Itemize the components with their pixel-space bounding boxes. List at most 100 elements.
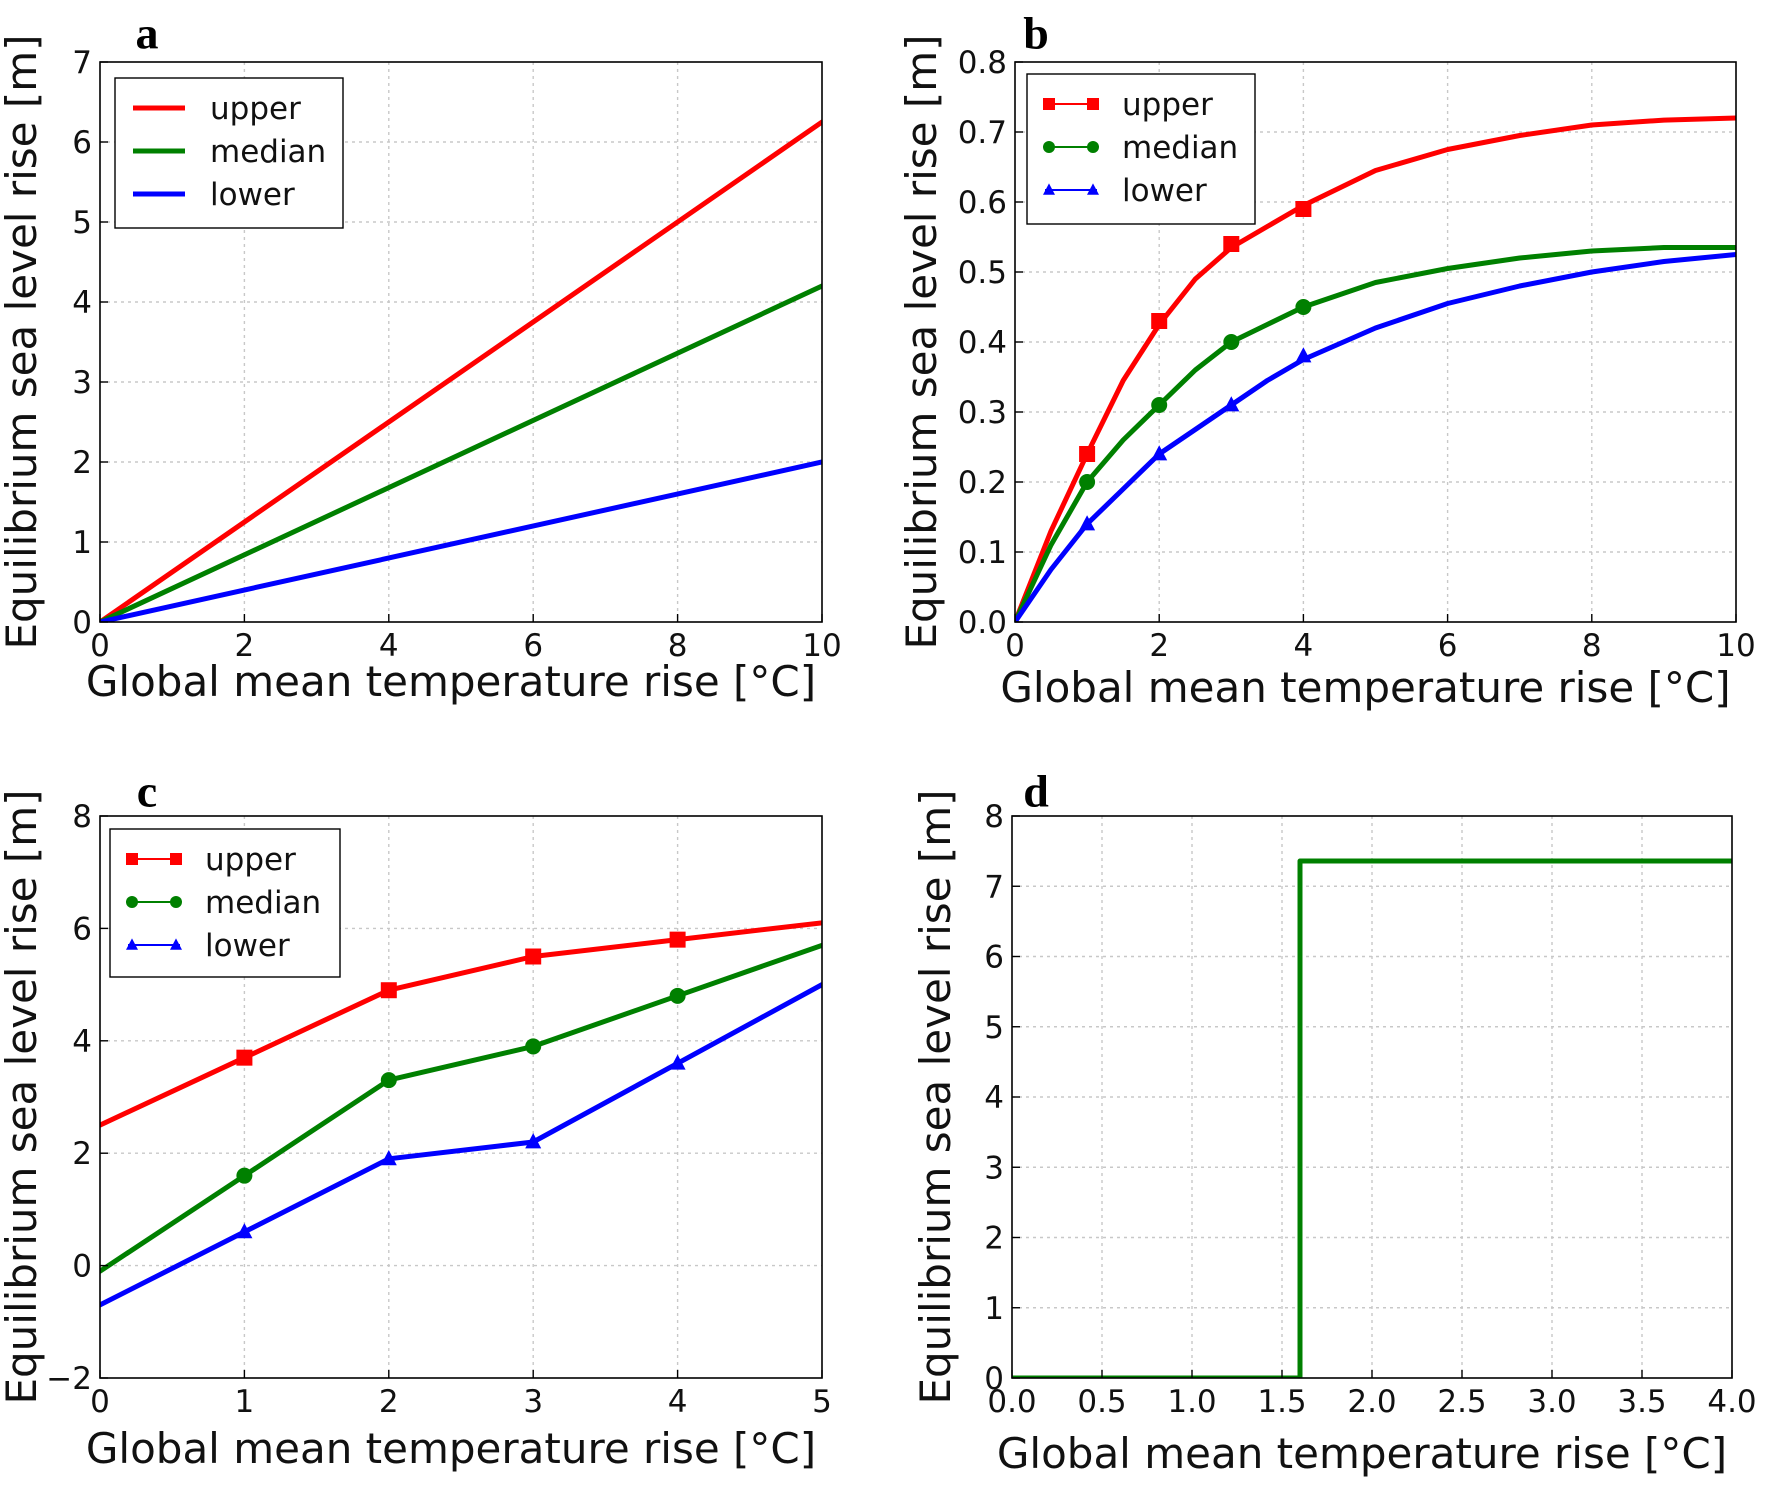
y-axis-title: Equilibrium sea level rise [m]: [0, 34, 46, 649]
x-tick-label: 2.5: [1437, 1384, 1486, 1420]
data-point-median: [380, 1072, 397, 1089]
data-point-upper: [1223, 236, 1240, 252]
panel-letter: d: [1023, 766, 1049, 817]
x-tick-label: 8: [1582, 628, 1602, 664]
y-tick-label: 6: [72, 911, 92, 947]
series-line-upper: [100, 920, 822, 1128]
x-tick-label: 2: [1149, 628, 1169, 664]
y-tick-label: 8: [984, 799, 1004, 835]
x-axis-title: Global mean temperature rise [°C]: [1000, 663, 1730, 712]
y-tick-label: 3: [72, 365, 92, 401]
y-tick-label: 6: [984, 940, 1004, 976]
y-tick-label: 0.8: [958, 45, 1007, 81]
y-tick-label: 0.6: [958, 185, 1007, 221]
data-point-lower: [525, 1133, 542, 1149]
series-line-lower: [1015, 252, 1736, 622]
y-tick-label: 8: [72, 799, 92, 835]
y-tick-label: −2: [46, 1361, 92, 1397]
y-tick-label: 4: [72, 285, 92, 321]
y-tick-label: 2: [72, 1136, 92, 1172]
legend-marker: [170, 938, 182, 950]
y-tick-label: 1: [984, 1291, 1004, 1327]
y-tick-label: 2: [72, 445, 92, 481]
y-tick-label: 7: [72, 45, 92, 81]
legend-marker: [1087, 183, 1099, 195]
x-tick-label: 3: [523, 1384, 543, 1420]
legend-marker: [170, 896, 182, 908]
y-tick-label: 5: [72, 205, 92, 241]
plot-area: [100, 920, 822, 1308]
data-point-upper: [1079, 446, 1096, 462]
legend: upper median lower: [114, 77, 344, 229]
data-point-median: [669, 987, 686, 1004]
x-tick-label: 1: [235, 1384, 255, 1420]
x-tick-label: 10: [1716, 628, 1755, 664]
y-tick-label: 4: [72, 1024, 92, 1060]
plot-area: [100, 119, 822, 622]
data-point-lower: [236, 1223, 253, 1239]
x-tick-label: 6: [1438, 628, 1458, 664]
legend-label-median: median: [1122, 130, 1238, 166]
data-point-upper: [1151, 313, 1168, 329]
x-tick-label: 10: [802, 628, 841, 664]
data-point-upper: [525, 948, 542, 965]
data-point-upper: [380, 982, 397, 999]
legend-marker: [170, 853, 182, 865]
plot-area: [1012, 858, 1732, 1378]
y-tick-label: 4: [984, 1080, 1004, 1116]
series-line-step: [1012, 858, 1732, 1378]
y-tick-label: 3: [984, 1150, 1004, 1186]
legend-label-median: median: [205, 885, 321, 921]
legend-label-lower: lower: [1122, 173, 1207, 209]
data-point-lower: [380, 1150, 397, 1166]
x-tick-label: 0: [1005, 628, 1025, 664]
legend-label-lower: lower: [210, 177, 295, 213]
data-point-lower: [1295, 347, 1312, 363]
plot-area: [1015, 115, 1736, 622]
data-point-upper: [236, 1049, 253, 1066]
axes-frame: [99, 61, 823, 623]
data-point-upper: [669, 931, 686, 948]
y-tick-label: 2: [984, 1221, 1004, 1257]
y-tick-label: 0.1: [958, 535, 1007, 571]
y-tick-label: 0.3: [958, 395, 1007, 431]
series-line-lower: [100, 982, 822, 1308]
legend-marker: [1087, 98, 1099, 110]
legend-marker: [126, 938, 138, 950]
y-tick-label: 7: [984, 869, 1004, 905]
legend-marker: [1043, 183, 1055, 195]
series-line-median: [100, 942, 822, 1274]
data-point-median: [1079, 474, 1096, 490]
y-tick-label: 0: [984, 1361, 1004, 1397]
data-point-median: [236, 1167, 253, 1184]
x-tick-label: 8: [668, 628, 688, 664]
legend-marker: [126, 896, 138, 908]
panel-letter: a: [136, 8, 159, 59]
x-tick-label: 2: [235, 628, 255, 664]
legend-label-upper: upper: [1122, 87, 1213, 123]
y-tick-label: 0: [72, 1249, 92, 1285]
legend-marker: [1043, 141, 1055, 153]
panel-b: b 0 2 4 6 8 10 0.0 0.1 0.2 0.3 0.4 0.5 0.6 0.7 0.8 Globa…: [897, 8, 1756, 712]
data-point-lower: [1223, 396, 1240, 412]
x-tick-label: 4: [379, 628, 399, 664]
panel-letter: c: [137, 766, 157, 817]
x-axis-title: Global mean temperature rise [°C]: [86, 1424, 816, 1473]
data-point-median: [525, 1038, 542, 1055]
x-tick-label: 6: [523, 628, 543, 664]
y-tick-label: 0.0: [958, 605, 1007, 641]
grid: [1012, 816, 1732, 1378]
series-line-upper: [1015, 115, 1736, 622]
x-tick-label: 2: [379, 1384, 399, 1420]
legend: upper median lower: [1026, 73, 1256, 225]
y-axis-title: Equilibrium sea level rise [m]: [897, 34, 946, 649]
x-tick-label: 4: [1294, 628, 1314, 664]
y-tick-label: 5: [984, 1010, 1004, 1046]
y-tick-label: 0.2: [958, 465, 1007, 501]
series-line-median: [100, 283, 822, 622]
legend-label-upper: upper: [210, 91, 301, 127]
x-axis-title: Global mean temperature rise [°C]: [86, 657, 816, 706]
x-tick-label: 0.0: [987, 1384, 1036, 1420]
x-tick-label: 4.0: [1707, 1384, 1756, 1420]
